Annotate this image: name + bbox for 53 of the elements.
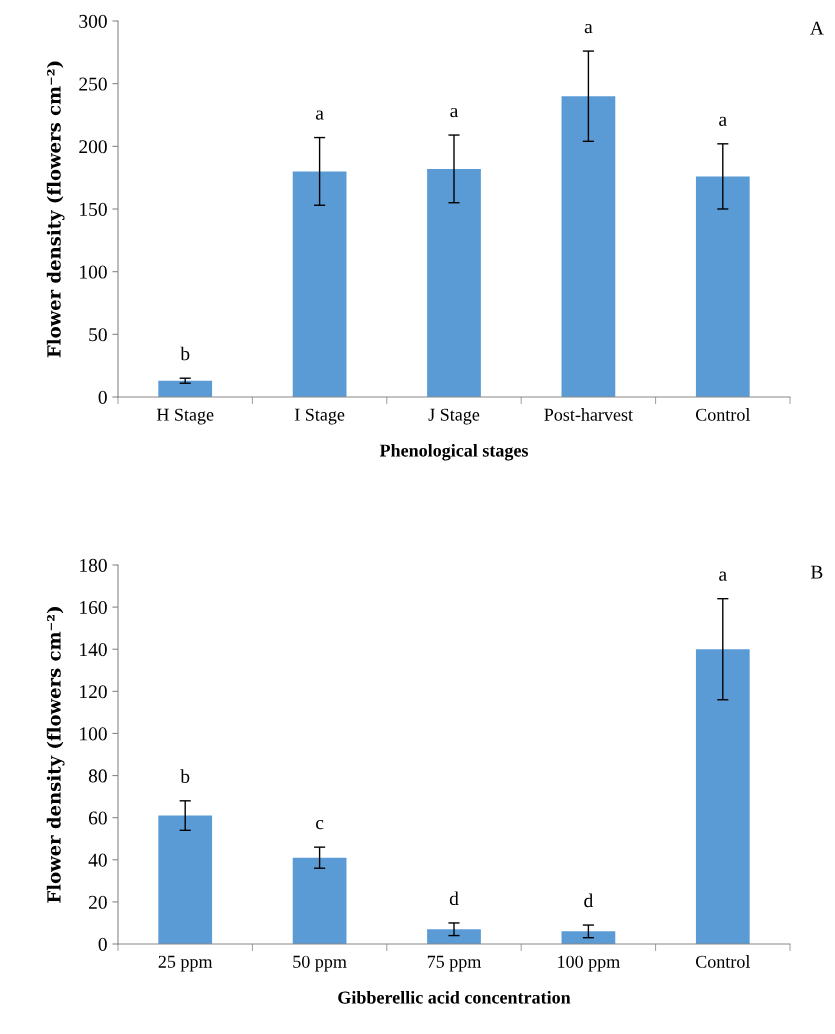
y-tick-label: 80 [88,769,107,783]
annotation: a [719,116,727,126]
x-axis-title: Gibberellic acid concentration [338,990,571,1004]
annotation: a [584,23,593,34]
y-tick-label: 0 [98,390,107,404]
y-tick-label: 20 [88,895,107,909]
bar [427,168,481,397]
x-axis-title: Phenological stages [379,443,529,461]
annotation: c [316,819,324,830]
y-tick-label: 60 [88,811,107,825]
bar [292,171,347,397]
bar [561,931,616,944]
y-tick-label: 160 [80,600,107,615]
y-tick-label: 120 [80,685,107,699]
y-tick-label: 100 [80,265,107,279]
x-tick-label: 75 ppm [427,955,482,972]
annotation: b [180,769,190,783]
y-tick-label: 200 [79,140,107,154]
x-tick-label: 25 ppm [158,955,213,972]
y-tick-label: 150 [80,202,107,216]
text: A [810,21,824,35]
x-tick-label: 50 ppm [293,955,347,972]
y-tick-label: 180 [80,558,107,572]
y-axis-title: Flower density (flowers cm⁻²) [46,607,65,903]
x-tick-label: Control [695,955,751,968]
annotation: d [584,893,594,908]
x-tick-label: Post-harvest [544,408,633,421]
x-tick-label: J Stage [428,408,480,425]
bar [292,857,347,944]
bar [158,815,213,944]
x-tick-label: I Stage [294,408,345,425]
y-tick-label: 300 [79,14,107,28]
bar [561,96,616,397]
annotation: b [180,346,190,361]
y-axis-title: Flower density (flowers cm⁻²) [46,61,65,358]
text: B [810,565,823,579]
bar [427,929,481,944]
y-tick-label: 50 [89,328,107,342]
annotation: a [719,571,727,581]
y-tick-label: 100 [80,727,107,741]
x-tick-label: Control [695,408,751,421]
annotation: a [450,107,459,118]
y-tick-label: 140 [80,643,107,657]
y-tick-label: 0 [98,937,107,951]
x-tick-label: 100 ppm [558,955,620,972]
annotation: a [315,110,324,120]
y-tick-label: 40 [88,853,107,867]
x-tick-label: H Stage [156,408,214,425]
annotation: d [449,891,459,906]
bar [695,176,750,397]
y-tick-label: 250 [79,77,107,91]
bar [695,649,750,944]
bar [158,380,213,397]
